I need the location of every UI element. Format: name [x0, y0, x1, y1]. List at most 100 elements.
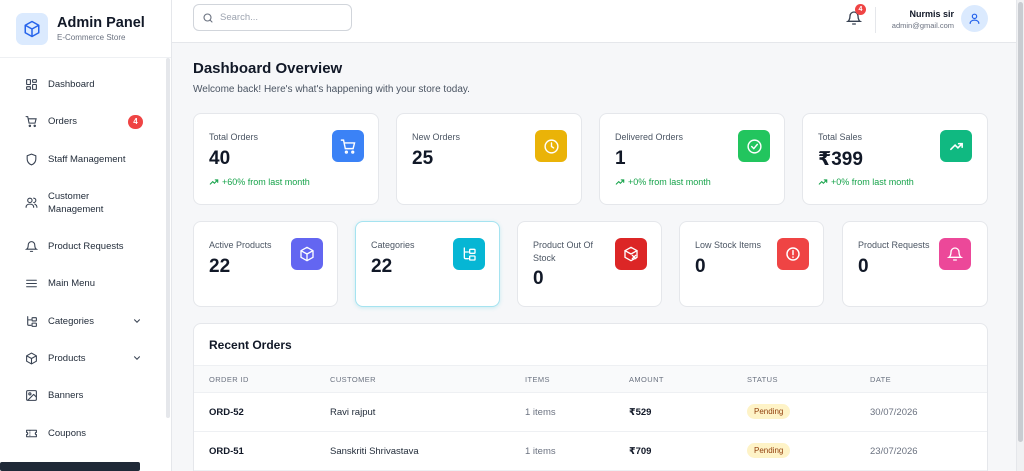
- bell-icon: [24, 240, 38, 254]
- menu-icon: [24, 277, 38, 291]
- status-badge: Pending: [747, 404, 791, 419]
- order-amount: ₹709: [629, 446, 652, 457]
- stat-value: ₹399: [818, 149, 863, 170]
- stat-card-out-of-stock[interactable]: Product Out Of Stock 0: [517, 221, 662, 307]
- sidebar-item-customer-management[interactable]: Customer Management: [0, 178, 171, 228]
- brand-title: Admin Panel: [57, 15, 145, 31]
- stat-card-delivered-orders[interactable]: Delivered Orders 1 +0% from last month: [599, 113, 785, 205]
- page-scrollbar[interactable]: [1016, 0, 1024, 471]
- user-name: Nurmis sir: [909, 9, 954, 19]
- sidebar-item-product-requests[interactable]: Product Requests: [0, 228, 171, 265]
- image-icon: [24, 389, 38, 403]
- stat-card-total-orders[interactable]: Total Orders 40 +60% from last month: [193, 113, 379, 205]
- table-row[interactable]: ORD-51 Sanskriti Shrivastava 1 items ₹70…: [194, 432, 987, 471]
- chevron-down-icon[interactable]: [132, 316, 142, 326]
- order-date: 30/07/2026: [870, 407, 918, 418]
- category-tree-icon: [453, 238, 485, 270]
- order-id: ORD-52: [209, 407, 244, 418]
- stat-card-categories[interactable]: Categories 22: [355, 221, 500, 307]
- sidebar-item-products[interactable]: Products: [0, 340, 171, 377]
- sidebar-nav: Dashboard Orders 4 Staff Management Cust…: [0, 58, 171, 452]
- top-header: 4 Nurmis sir admin@gmail.com: [172, 0, 1016, 43]
- sidebar-item-label: Categories: [48, 315, 94, 327]
- sidebar-item-label: Product Requests: [48, 241, 124, 253]
- sidebar-item-banners[interactable]: Banners: [0, 377, 171, 414]
- column-header-order-id: ORDER ID: [209, 375, 249, 384]
- avatar[interactable]: [961, 5, 988, 32]
- sidebar-item-categories[interactable]: Categories: [0, 302, 171, 339]
- search-box[interactable]: [193, 4, 352, 31]
- orders-count-badge: 4: [128, 114, 143, 129]
- page-subtitle: Welcome back! Here's what's happening wi…: [193, 84, 470, 95]
- stat-card-product-requests[interactable]: Product Requests 0: [842, 221, 988, 307]
- sidebar-item-coupons[interactable]: Coupons: [0, 414, 171, 451]
- sidebar-item-orders[interactable]: Orders 4: [0, 103, 171, 140]
- sidebar-item-staff-management[interactable]: Staff Management: [0, 141, 171, 178]
- sidebar: Admin Panel E-Commerce Store Dashboard O…: [0, 0, 172, 471]
- box-x-icon: [615, 238, 647, 270]
- header-divider: [875, 7, 876, 33]
- user-icon: [969, 13, 980, 24]
- stat-card-active-products[interactable]: Active Products 22: [193, 221, 338, 307]
- stat-label: Total Sales: [818, 132, 863, 142]
- stat-value: 25: [412, 148, 434, 169]
- category-tree-icon: [24, 314, 38, 328]
- brand[interactable]: Admin Panel E-Commerce Store: [0, 0, 171, 58]
- chevron-down-icon[interactable]: [132, 353, 142, 363]
- shield-icon: [24, 152, 38, 166]
- order-items: 1 items: [525, 407, 556, 418]
- stat-value: 0: [533, 268, 544, 289]
- trending-up-icon: [940, 130, 972, 162]
- cart-icon: [24, 115, 38, 129]
- sidebar-item-label: Coupons: [48, 427, 87, 439]
- sidebar-item-label: Orders: [48, 116, 78, 128]
- sidebar-item-label: Main Menu: [48, 278, 95, 290]
- order-customer: Sanskriti Shrivastava: [330, 446, 419, 457]
- stat-label: Delivered Orders: [615, 132, 684, 142]
- stat-trend-text: +0% from last month: [628, 177, 711, 187]
- sidebar-item-label: Dashboard: [48, 79, 95, 91]
- users-icon: [24, 196, 38, 210]
- stat-trend-text: +60% from last month: [222, 177, 310, 187]
- status-badge: Pending: [747, 443, 791, 458]
- brand-subtitle: E-Commerce Store: [57, 33, 126, 42]
- search-icon: [203, 12, 213, 23]
- stat-card-total-sales[interactable]: Total Sales ₹399 +0% from last month: [802, 113, 988, 205]
- stat-label: Categories: [371, 240, 415, 250]
- stat-label: Total Orders: [209, 132, 259, 142]
- stat-value: 0: [695, 256, 706, 277]
- column-header-date: DATE: [870, 375, 892, 384]
- box-icon: [24, 351, 38, 365]
- search-input[interactable]: [220, 12, 340, 23]
- status-tooltip: [0, 462, 140, 471]
- grid-icon: [24, 78, 38, 92]
- stat-label: Product Requests: [858, 240, 930, 250]
- notifications-button[interactable]: 4: [845, 4, 866, 26]
- notification-count-badge: 4: [855, 4, 866, 15]
- stat-card-low-stock[interactable]: Low Stock Items 0: [679, 221, 824, 307]
- stat-value: 22: [371, 256, 393, 277]
- table-row[interactable]: ORD-52 Ravi rajput 1 items ₹529 Pending …: [194, 393, 987, 432]
- table-header: ORDER ID CUSTOMER ITEMS AMOUNT STATUS DA…: [194, 365, 987, 393]
- stat-value: 22: [209, 256, 231, 277]
- stat-value: 0: [858, 256, 869, 277]
- sidebar-item-dashboard[interactable]: Dashboard: [0, 66, 171, 103]
- sidebar-item-main-menu[interactable]: Main Menu: [0, 265, 171, 302]
- stat-card-new-orders[interactable]: New Orders 25: [396, 113, 582, 205]
- user-email: admin@gmail.com: [891, 21, 954, 30]
- trending-up-icon: [209, 179, 219, 185]
- column-header-amount: AMOUNT: [629, 375, 664, 384]
- ticket-icon: [24, 426, 38, 440]
- order-customer: Ravi rajput: [330, 407, 376, 418]
- stat-label: Low Stock Items: [695, 240, 762, 250]
- trending-up-icon: [818, 179, 828, 185]
- stat-trend-text: +0% from last month: [831, 177, 914, 187]
- trending-up-icon: [615, 179, 625, 185]
- sidebar-scrollbar[interactable]: [166, 58, 170, 418]
- column-header-customer: CUSTOMER: [330, 375, 376, 384]
- box-logo-icon: [16, 12, 48, 45]
- stat-label: Active Products: [209, 240, 272, 250]
- order-items: 1 items: [525, 446, 556, 457]
- check-circle-icon: [738, 130, 770, 162]
- page-scrollbar-thumb[interactable]: [1018, 2, 1023, 442]
